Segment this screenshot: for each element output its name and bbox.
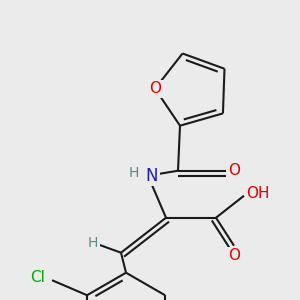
Text: N: N [146,167,158,185]
Text: O: O [149,81,161,96]
Text: O: O [228,248,240,263]
Text: H: H [129,166,139,180]
Text: O: O [228,163,240,178]
Text: OH: OH [246,186,270,201]
Text: H: H [88,236,98,250]
Text: Cl: Cl [31,270,46,285]
